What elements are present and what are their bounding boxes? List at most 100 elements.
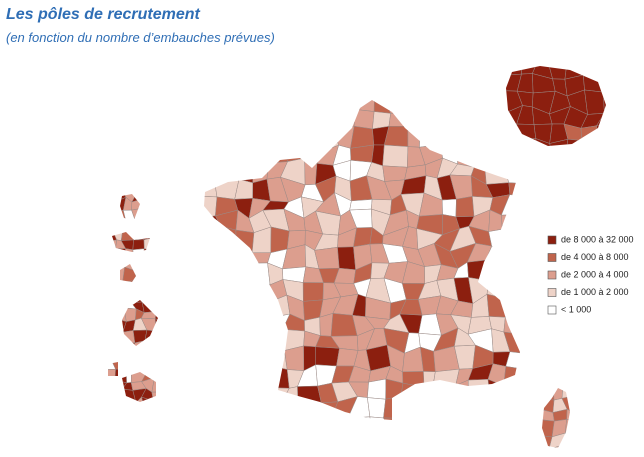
region [602,158,617,177]
region [265,350,288,370]
region [399,412,427,420]
region [506,138,519,146]
region [154,367,158,383]
region [525,329,541,353]
region [130,287,143,303]
region [232,378,257,399]
region [506,123,519,146]
region [246,329,270,356]
region [453,100,476,111]
region [144,197,156,210]
region [468,132,495,152]
region [130,226,145,241]
region [416,397,444,419]
region [212,312,236,337]
region [245,416,273,420]
region [204,147,220,168]
region [161,289,176,300]
region [108,377,116,392]
region [615,137,634,160]
region [579,66,598,76]
region [300,109,318,127]
region [141,259,157,272]
region [537,194,558,216]
region [486,438,510,454]
region [618,60,636,81]
region [539,383,553,400]
region [484,158,510,185]
region [122,266,137,284]
region [110,219,126,230]
region [584,89,605,115]
region [204,125,220,150]
region [204,261,220,285]
region [267,329,285,356]
region [449,132,474,146]
region [578,435,591,449]
region [108,194,117,203]
region [501,267,520,284]
region [233,159,254,184]
region [101,410,116,422]
region [302,282,324,302]
region [233,129,248,151]
region [130,218,144,233]
region [153,297,158,312]
region [515,155,540,175]
region [108,248,116,260]
region [565,418,570,437]
region [525,432,539,455]
legend-label: de 8 000 à 32 000 [561,234,634,244]
region [440,397,459,420]
region [503,366,520,390]
region [519,398,520,415]
region [133,259,146,272]
region [108,396,116,402]
region [126,369,132,384]
region [108,297,116,310]
region [122,219,137,233]
region [433,109,458,134]
region [399,432,426,449]
region [330,417,355,420]
region [573,396,590,413]
region [140,340,156,349]
region [454,379,469,406]
region [121,347,133,361]
region [212,430,238,452]
region [268,387,290,406]
region [419,110,443,134]
region [161,329,172,339]
region [154,230,158,238]
region [164,410,177,420]
region [539,181,559,195]
region [155,249,158,263]
region [483,110,510,135]
region [388,111,409,127]
region [284,345,305,371]
region [108,347,115,361]
region [211,418,238,420]
region [111,307,127,322]
region [549,138,569,146]
region [141,287,157,303]
region [164,319,176,332]
region [317,401,339,419]
region [263,132,290,149]
region [554,157,566,178]
region [454,401,475,420]
region [501,142,520,160]
region [372,430,390,452]
region [538,155,556,175]
region [140,346,154,361]
region [131,194,147,203]
region [162,377,172,392]
region [433,128,458,146]
region [204,312,219,335]
region [134,396,147,402]
region [373,100,392,114]
region [524,294,542,320]
region [112,259,126,270]
region [214,100,239,110]
region [432,418,459,420]
